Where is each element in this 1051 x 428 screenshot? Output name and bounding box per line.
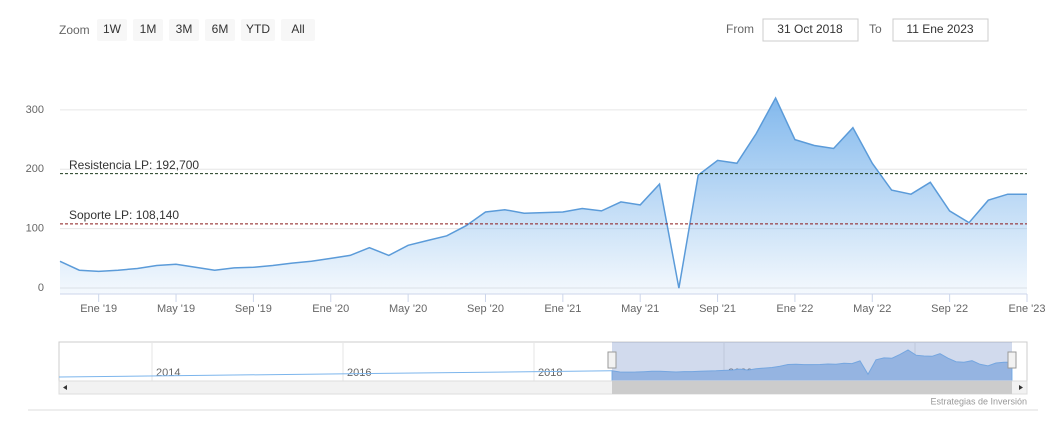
plot-line-label: Soporte LP: 108,140 — [69, 208, 179, 222]
x-tick-label: Ene '23 — [1009, 303, 1046, 315]
scrollbar-thumb[interactable] — [612, 381, 1012, 394]
zoom-button[interactable] — [241, 19, 275, 41]
x-tick-label: May '22 — [853, 303, 891, 315]
zoom-button-label[interactable]: YTD — [246, 22, 270, 36]
plot-line-label: Resistencia LP: 192,700 — [69, 158, 199, 172]
x-tick-label: May '21 — [621, 303, 659, 315]
x-tick-label: Ene '20 — [312, 303, 349, 315]
navigator-history — [58, 370, 613, 378]
zoom-button-label[interactable]: 6M — [212, 22, 229, 36]
y-tick-label: 0 — [38, 282, 44, 294]
from-label: From — [726, 22, 754, 36]
to-input[interactable] — [892, 18, 989, 42]
zoom-label: Zoom — [59, 23, 90, 37]
scrollbar-left[interactable] — [63, 385, 67, 390]
navigator-label: 2018 — [538, 367, 562, 379]
from-value[interactable]: 31 Oct 2018 — [777, 22, 843, 36]
zoom-button[interactable] — [169, 19, 199, 41]
navigator-label: 2014 — [156, 367, 180, 379]
zoom-button-label[interactable]: 1W — [103, 22, 122, 36]
x-tick-label: May '20 — [389, 303, 427, 315]
x-tick-label: Sep '21 — [699, 303, 736, 315]
y-tick-label: 100 — [26, 223, 44, 235]
scrollbar-right[interactable] — [1019, 385, 1023, 390]
zoom-button-label[interactable]: 1M — [140, 22, 157, 36]
x-tick-label: Ene '19 — [80, 303, 117, 315]
navigator-handle[interactable] — [607, 351, 617, 369]
x-tick-label: Sep '19 — [235, 303, 272, 315]
x-tick-label: May '19 — [157, 303, 195, 315]
zoom-button[interactable] — [205, 19, 235, 41]
zoom-button[interactable] — [97, 19, 127, 41]
zoom-button-label[interactable]: All — [291, 22, 304, 36]
to-label: To — [869, 22, 882, 36]
x-tick-label: Ene '21 — [544, 303, 581, 315]
to-value[interactable]: 11 Ene 2023 — [906, 22, 973, 36]
zoom-button-label[interactable]: 3M — [176, 22, 193, 36]
x-tick-label: Ene '22 — [776, 303, 813, 315]
navigator-label: 2016 — [347, 367, 371, 379]
from-input[interactable] — [762, 18, 859, 42]
x-tick-label: Sep '20 — [467, 303, 504, 315]
x-tick-label: Sep '22 — [931, 303, 968, 315]
navigator-series — [611, 349, 1013, 382]
series-line — [59, 96, 1027, 289]
zoom-button[interactable] — [133, 19, 163, 41]
credits: Estrategias de Inversión — [930, 396, 1027, 406]
y-tick-label: 300 — [26, 104, 44, 116]
y-tick-label: 200 — [26, 163, 44, 175]
navigator-handle[interactable] — [1007, 351, 1017, 369]
area-fill — [60, 98, 1027, 294]
navigator-mask — [612, 342, 1012, 381]
zoom-button[interactable] — [281, 19, 315, 41]
